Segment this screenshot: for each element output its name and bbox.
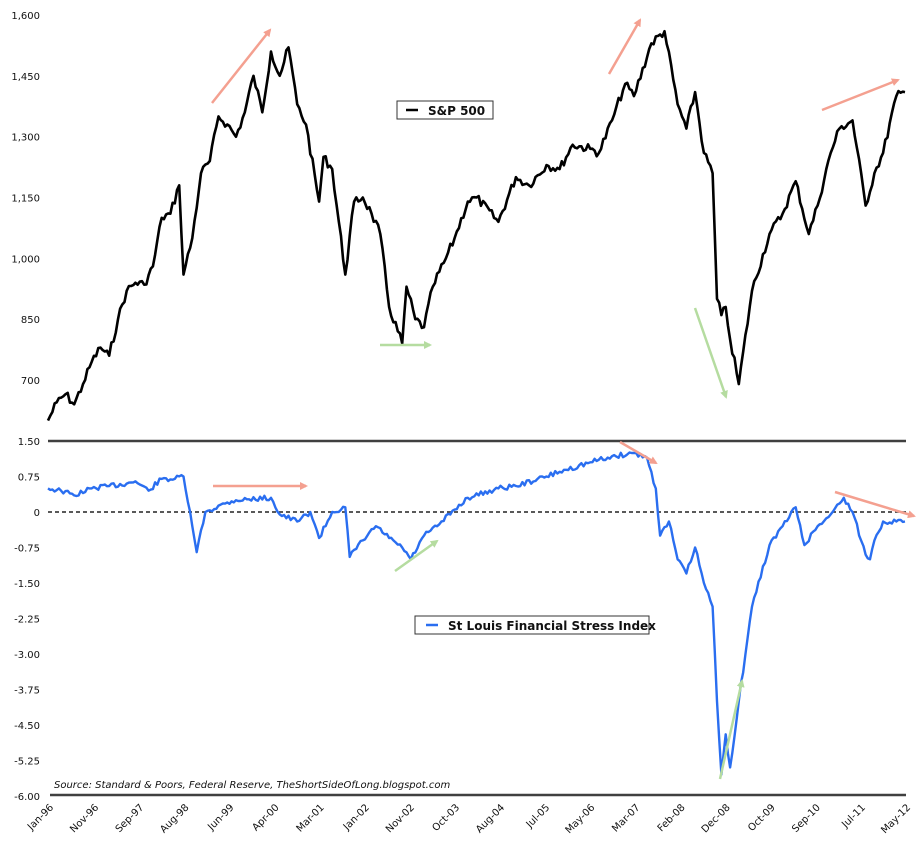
x-tick-label: Jan-02 (341, 802, 372, 833)
sp500-line (46, 29, 906, 422)
sp500-y-axis-ticks: 1,600 1,450 1,300 1,150 1,000 850 700 (11, 11, 40, 387)
stress-index-line (47, 451, 906, 776)
x-tick-label: Mar-01 (295, 802, 327, 834)
y-tick-label: -0.75 (14, 543, 40, 554)
y-tick-label: -5.25 (14, 756, 40, 767)
arrow-up-right-green-icon (394, 539, 439, 573)
x-tick-label: Aug-04 (474, 802, 507, 835)
x-tick-label: Nov-02 (384, 802, 417, 835)
x-tick-label: Jun-99 (205, 802, 236, 833)
annotation-arrows (211, 18, 916, 780)
x-tick-label: Jan-96 (25, 802, 56, 833)
arrow-down-green-icon (693, 307, 728, 399)
x-tick-label: Aug-98 (158, 802, 191, 835)
x-tick-label: Sep-97 (114, 802, 147, 835)
y-tick-label: -2.25 (14, 614, 40, 625)
y-tick-label: -1.50 (14, 579, 40, 590)
source-note: Source: Standard & Poors, Federal Reserv… (54, 780, 450, 791)
x-tick-label: Apr-00 (251, 802, 282, 833)
x-tick-label: Jul-11 (839, 802, 868, 831)
y-tick-label: -3.75 (14, 685, 40, 696)
arrow-up-red-icon (821, 78, 900, 112)
y-tick-label: 1,300 (11, 133, 40, 144)
arrow-down-right-red-icon (834, 490, 916, 519)
legend-stress-label: St Louis Financial Stress Index (448, 619, 656, 633)
x-tick-label: Mar-07 (610, 802, 642, 834)
stress-y-axis-ticks: 1.50 0.75 0 -0.75 -1.50 -2.25 -3.00 -3.75 -4.50 -… (14, 437, 40, 803)
arrow-up-red-icon (607, 18, 642, 75)
y-tick-label: 0.75 (18, 473, 40, 484)
y-tick-label: -6.00 (14, 792, 40, 803)
y-tick-label: 850 (21, 315, 40, 326)
y-tick-label: 1,450 (11, 72, 40, 83)
x-tick-label: May-12 (879, 802, 913, 836)
y-tick-label: 0 (34, 508, 40, 519)
legend-sp500-label: S&P 500 (428, 104, 485, 118)
y-tick-label: 700 (21, 376, 40, 387)
x-tick-label: May-06 (564, 802, 598, 836)
y-tick-label: 1,000 (11, 254, 40, 265)
x-tick-label: Oct-03 (431, 802, 463, 834)
arrow-down-right-red-icon (619, 440, 658, 465)
x-tick-label: Nov-96 (68, 802, 101, 835)
legend-sp500: S&P 500 (396, 100, 494, 120)
y-tick-label: 1,150 (11, 194, 40, 205)
arrow-up-green-icon (718, 679, 745, 780)
x-tick-label: Sep-10 (790, 802, 823, 835)
y-tick-label: 1,600 (11, 11, 40, 22)
y-tick-label: 1.50 (18, 437, 40, 448)
arrow-up-red-icon (211, 28, 272, 104)
x-tick-label: Oct-09 (746, 802, 778, 834)
x-axis-ticks: Jan-96 Nov-96 Sep-97 Aug-98 Jun-99 Apr-00 Mar-… (25, 802, 913, 836)
y-tick-label: -3.00 (14, 650, 40, 661)
x-tick-label: Jul-05 (524, 802, 553, 831)
y-tick-label: -4.50 (14, 721, 40, 732)
x-tick-label: Feb-08 (656, 802, 688, 834)
x-tick-label: Dec-08 (700, 802, 733, 835)
legend-stress: St Louis Financial Stress Index (414, 615, 656, 635)
